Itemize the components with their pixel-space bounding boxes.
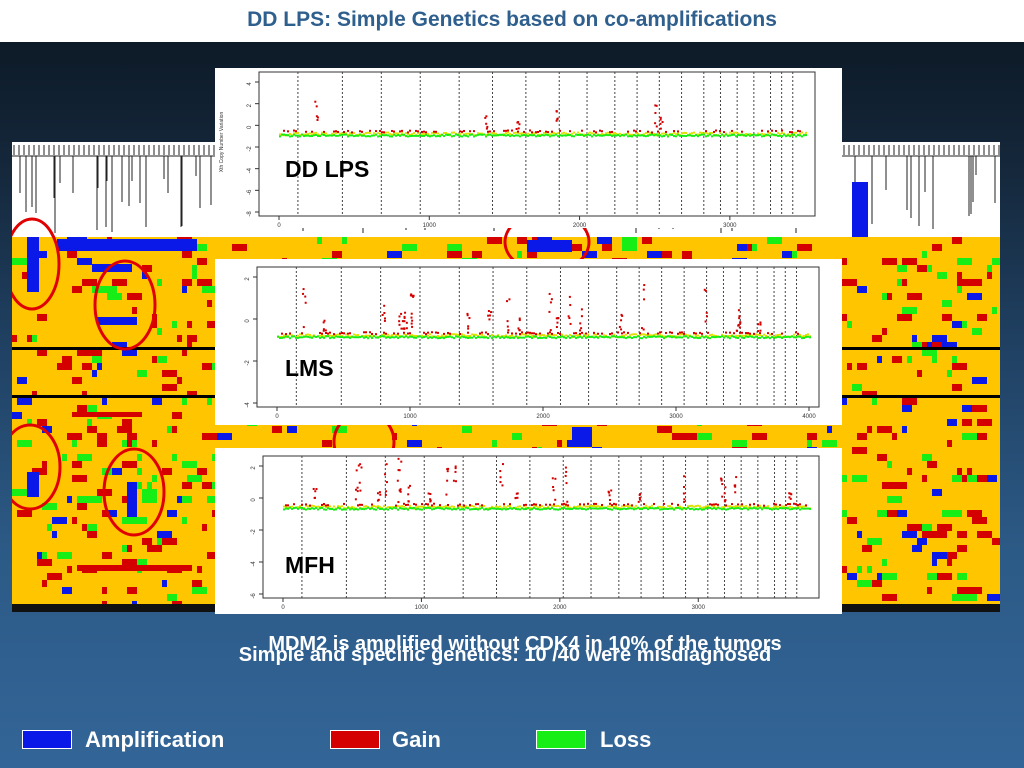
y-tick-label: -4 xyxy=(247,167,253,173)
plot-axes xyxy=(258,71,816,217)
dendrogram-amp-marker xyxy=(852,182,868,237)
x-tick-label: 2000 xyxy=(536,414,550,420)
x-ticks: 0 1000 2000 3000 xyxy=(277,216,737,228)
x-tick-label: 3000 xyxy=(692,605,706,611)
panel-lms: 2 0 -2 -4 0 1000 2000 3000 4000 LMS xyxy=(215,259,842,425)
panel-label-lms: LMS xyxy=(285,355,334,381)
x-tick-label: 4000 xyxy=(802,414,816,420)
highlight-circle xyxy=(93,259,157,351)
panel-mfh: 2 0 -2 -4 -6 0 1000 2000 3000 MFH xyxy=(215,448,842,614)
x-ticks: 0 1000 2000 3000 xyxy=(281,598,706,611)
cnv-points xyxy=(277,284,811,340)
cnv-points xyxy=(283,457,811,511)
lms-cnv-plot: 2 0 -2 -4 0 1000 2000 3000 4000 xyxy=(245,266,820,420)
chromosome-dividers xyxy=(297,72,794,216)
legend-swatch-amplification xyxy=(22,730,72,749)
plot-axes xyxy=(262,455,820,599)
y-ticks: 4 2 0 -2 -4 -6 -8 xyxy=(247,81,259,217)
dd-lps-cnv-plot: 4 2 0 -2 -4 -6 -8 0 1000 2000 3000 Xth Copy Number … xyxy=(219,71,816,228)
y-tick-label: -2 xyxy=(251,529,257,535)
chromosome-dividers xyxy=(301,456,798,598)
highlight-circle xyxy=(102,447,166,537)
y-axis-label: Xth Copy Number Variation xyxy=(219,112,225,173)
legend-label-gain: Gain xyxy=(392,727,441,752)
mfh-cnv-plot: 2 0 -2 -4 -6 0 1000 2000 3000 xyxy=(251,455,820,611)
cnv-points xyxy=(279,100,807,138)
y-tick-label: -4 xyxy=(251,561,257,567)
y-tick-label: 2 xyxy=(247,103,253,107)
highlight-circle xyxy=(12,217,61,311)
y-ticks: 2 0 -2 -4 xyxy=(245,276,257,408)
x-tick-label: 3000 xyxy=(723,223,737,228)
highlight-circle xyxy=(12,423,62,511)
y-tick-label: 4 xyxy=(247,82,253,86)
y-tick-label: 2 xyxy=(251,466,257,470)
y-tick-label: 0 xyxy=(247,125,253,129)
x-tick-label: 0 xyxy=(275,414,279,420)
x-tick-label: 1000 xyxy=(423,223,437,228)
y-tick-label: -6 xyxy=(251,593,257,599)
y-ticks: 2 0 -2 -4 -6 xyxy=(251,465,263,599)
x-tick-label: 1000 xyxy=(403,414,417,420)
x-tick-label: 1000 xyxy=(415,605,429,611)
y-tick-label: 2 xyxy=(245,277,251,281)
y-tick-label: 0 xyxy=(251,498,257,502)
y-tick-label: -8 xyxy=(247,211,253,217)
legend-label-loss: Loss xyxy=(600,727,652,752)
panel-label-mfh: MFH xyxy=(285,552,335,578)
x-tick-label: 2000 xyxy=(553,605,567,611)
y-tick-label: -6 xyxy=(247,189,253,195)
legend-label-amplification: Amplification xyxy=(85,727,225,752)
x-tick-label: 0 xyxy=(281,605,285,611)
title-bar: DD LPS: Simple Genetics based on co-ampl… xyxy=(0,0,1024,42)
x-ticks: 0 1000 2000 3000 4000 xyxy=(275,407,816,420)
y-tick-label: -2 xyxy=(247,146,253,152)
y-tick-label: 0 xyxy=(245,319,251,323)
panel-dd-lps: 4 2 0 -2 -4 -6 -8 0 1000 2000 3000 Xth Copy Number … xyxy=(215,68,842,228)
summary-line-1: MDM2 is amplified without CDK4 in 10% of… xyxy=(268,633,782,655)
y-tick-label: -4 xyxy=(245,402,251,408)
panel-label-dd-lps: DD LPS xyxy=(285,156,370,182)
plot-axes xyxy=(256,266,820,408)
x-tick-label: 2000 xyxy=(573,223,587,228)
y-tick-label: -2 xyxy=(245,360,251,366)
summary-line-2: Simple and specific genetics: 10 /40 wer… xyxy=(238,644,772,666)
slide-title: DD LPS: Simple Genetics based on co-ampl… xyxy=(247,8,777,31)
x-tick-label: 0 xyxy=(277,223,281,228)
x-tick-label: 3000 xyxy=(669,414,683,420)
legend-swatch-gain xyxy=(330,730,380,749)
legend-swatch-loss xyxy=(536,730,586,749)
